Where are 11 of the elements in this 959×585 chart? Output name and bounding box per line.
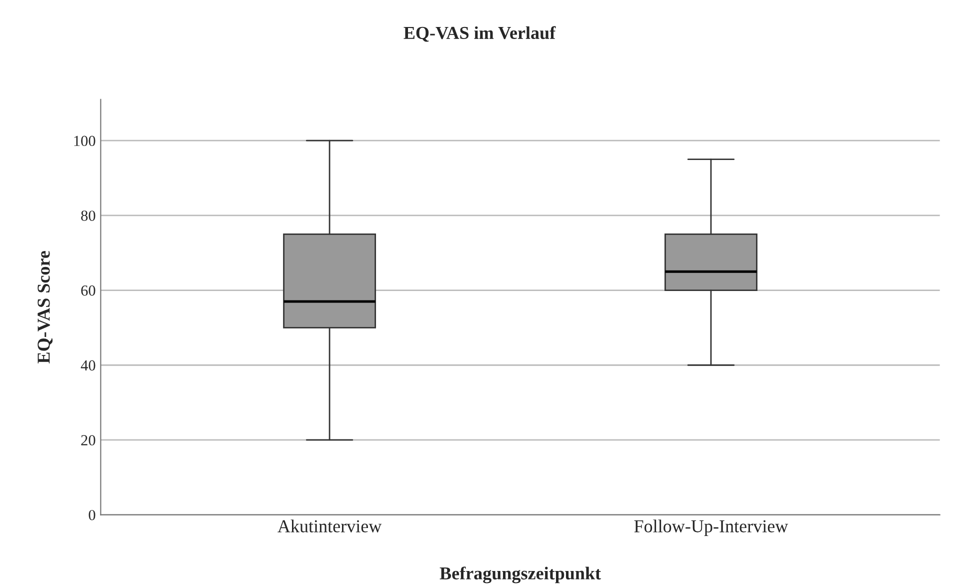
x-axis-title: Befragungszeitpunkt	[440, 566, 601, 584]
x-tick-label: Follow-Up-Interview	[634, 520, 788, 536]
y-axis-title: EQ-VAS Score	[38, 250, 53, 364]
y-tick-label: 80	[81, 210, 96, 221]
y-tick-label: 100	[74, 136, 96, 146]
y-tick-label: 40	[80, 360, 96, 371]
chart-title: EQ-VAS im Verlauf	[404, 26, 556, 42]
y-tick-label: 20	[81, 435, 96, 446]
y-tick-label: 60	[81, 285, 96, 296]
x-tick-label: Akutinterview	[278, 520, 382, 532]
y-tick-label: 0	[88, 510, 96, 520]
